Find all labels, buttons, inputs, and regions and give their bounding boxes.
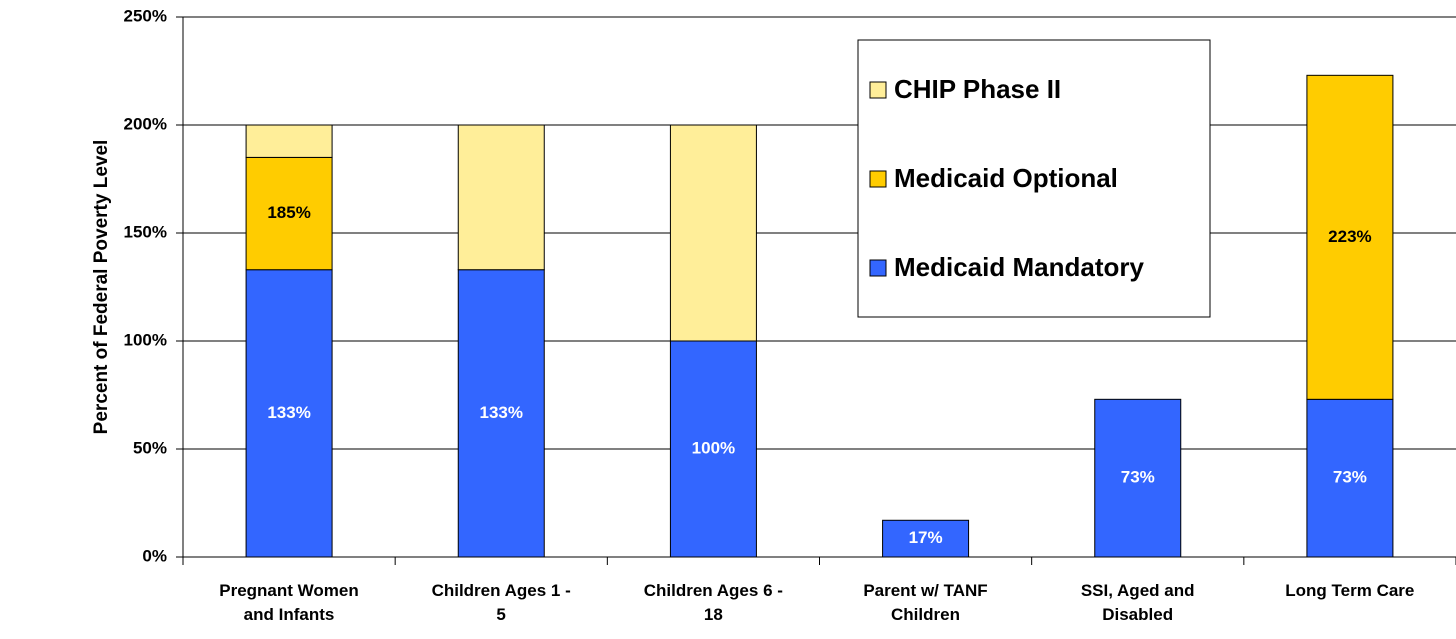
bar-segment [245,156,333,271]
y-tick-label: 50% [133,438,167,457]
x-tick-label: Long Term Care [1285,581,1415,600]
y-tick-label: 250% [124,6,167,25]
bar-segment [882,519,970,558]
legend-box [857,39,1211,318]
bar-segment [457,269,545,558]
legend: CHIP Phase II Medicaid Optional Medicaid M… [857,39,1211,318]
bar-segment [457,124,545,271]
y-tick-label: 150% [124,222,167,241]
bar-segment [1306,74,1394,400]
bar-segment [1306,398,1394,558]
data-label: 223% [1328,227,1371,246]
x-tick-label: Children Ages 1 - 5 [431,581,571,624]
x-tick-label: Parent w/ TANF Children [863,581,988,624]
data-label: 73% [1121,468,1155,487]
legend-swatch [869,259,887,277]
bar-segment [245,124,333,158]
data-label: 73% [1333,468,1367,487]
legend-swatch [869,170,887,188]
y-tick-label: 0% [142,546,167,565]
bar-segment [669,124,757,342]
y-axis-title: Percent of Federal Poverty Level [91,140,112,435]
x-tick-label: Children Ages 6 - 18 [643,581,783,624]
x-tick-label: Pregnant Women and Infants [219,581,359,624]
x-tick-label: SSI, Aged and Disabled [1080,581,1195,624]
data-label: 185% [267,203,310,222]
legend-label: CHIP Phase II [894,74,1061,104]
data-label: 133% [480,403,523,422]
data-label: 17% [909,528,943,547]
bar-segment [1094,398,1182,558]
legend-label: Medicaid Optional [894,163,1118,193]
y-tick-label: 200% [124,114,167,133]
y-tick-label: 100% [124,330,167,349]
legend-label: Medicaid Mandatory [894,252,1144,282]
data-label: 133% [267,403,310,422]
data-label: 100% [692,438,735,457]
bar-segment [669,340,757,558]
legend-swatch [869,81,887,99]
